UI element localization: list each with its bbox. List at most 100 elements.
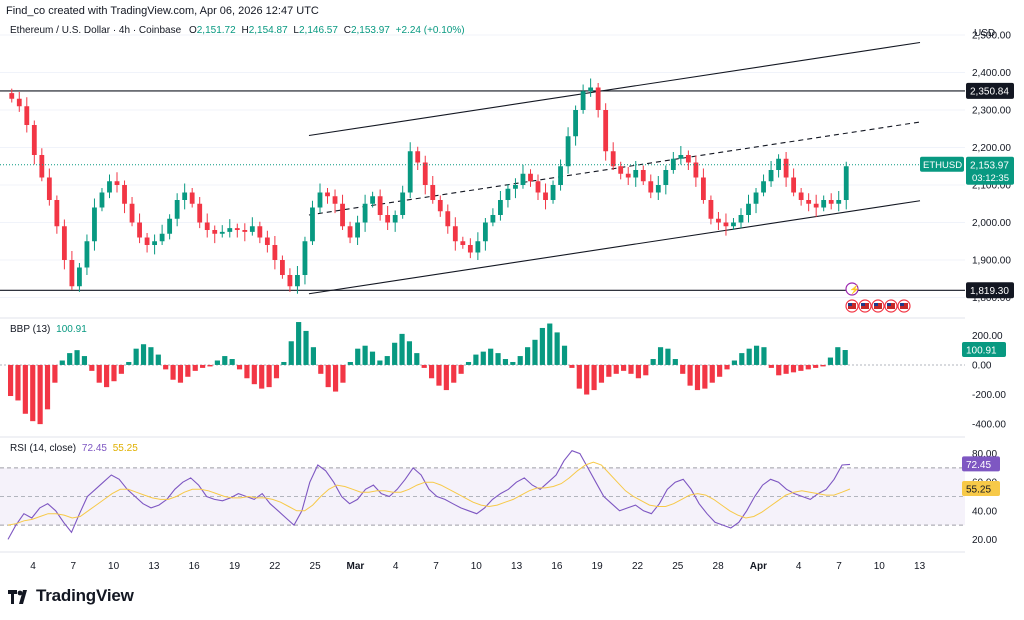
time-tick-label: 19 [592, 561, 604, 572]
open-value: 2,151.72 [196, 25, 236, 36]
bbp-bar [776, 364, 782, 376]
candle-body [24, 106, 30, 125]
candle-body [107, 181, 112, 193]
symbol-tag-label: ETHUSD [923, 160, 962, 171]
bbp-bar [347, 361, 353, 365]
candle-body [731, 222, 736, 227]
rsi-tick-label: 40.00 [972, 506, 997, 517]
candle-body [385, 215, 391, 223]
rsi-pane [0, 450, 965, 540]
candle-body [843, 166, 849, 200]
tradingview-logo[interactable]: TradingView [8, 586, 134, 606]
bbp-bar [790, 364, 797, 373]
us-flag-canton [848, 303, 852, 306]
candle-body [415, 151, 421, 163]
candle-body [167, 218, 173, 234]
rsi-last-tag [962, 456, 1000, 472]
candle-body [340, 203, 345, 227]
candle-body [565, 136, 571, 167]
candle-body [219, 231, 225, 234]
price-axis[interactable]: 2,500.00 2,400.00 2,300.00 2,200.00 2,100.00… [972, 31, 1011, 305]
time-tick-label: 28 [713, 561, 725, 572]
bbp-bar [266, 364, 272, 388]
bbp-bar [687, 364, 693, 386]
bbp-axis[interactable]: 200.00 0.00 -200.00 -400.00 100.91 [962, 331, 1006, 431]
bbp-value: 100.91 [56, 324, 87, 335]
candle-body [437, 200, 443, 212]
candle-body [558, 166, 563, 185]
candle-body [400, 192, 406, 215]
candle-body [746, 203, 751, 215]
bbp-bar [96, 364, 102, 383]
bbp-legend[interactable]: BBP (13) 100.91 [10, 324, 87, 335]
candle-body [761, 181, 766, 193]
bbp-bar [702, 364, 708, 389]
currency-label: USD [974, 28, 996, 39]
candle-body [159, 233, 165, 242]
candle-body [189, 192, 195, 204]
candle-body [828, 200, 834, 204]
economic-event-glyph: ⚡ [849, 284, 860, 296]
bbp-bar [621, 364, 627, 371]
symbol-title[interactable]: Ethereum / U.S. Dollar · 4h · Coinbase [10, 25, 182, 36]
time-tick-label: 13 [148, 561, 160, 572]
event-icons[interactable]: ⚡ [845, 282, 911, 313]
rsi-band [0, 467, 965, 526]
bbp-bar [761, 347, 767, 365]
bbp-bar [281, 361, 287, 365]
candle-body [264, 237, 270, 245]
bbp-bar [584, 364, 590, 395]
bbp-bar [842, 350, 848, 365]
rsi-legend[interactable]: RSI (14, close) 72.45 55.25 [10, 443, 138, 454]
channel-drawing[interactable] [308, 41, 921, 295]
candle-body [54, 200, 60, 227]
horizontal-level-label: 2,350.84 [970, 86, 1009, 97]
candle-body [31, 125, 37, 155]
candle-body [257, 226, 263, 238]
bbp-bar [332, 364, 339, 392]
bbp-bar [155, 354, 161, 365]
horizontal-levels[interactable]: 2,350.84 1,819.30 [0, 82, 1014, 299]
candle-body [610, 151, 616, 167]
countdown-label: 03:12:35 [972, 173, 1009, 184]
change-value: +2.24 (+0.10%) [395, 25, 465, 36]
bbp-bar [207, 364, 213, 367]
bbp-bar [465, 361, 472, 365]
time-axis[interactable]: 4 7 10 13 16 19 22 25 Mar 4 7 10 13 16 19 22 25 28 Apr 4 7 10… [30, 561, 925, 572]
candle-body [362, 203, 368, 223]
bbp-bar [236, 364, 243, 370]
bbp-bar [650, 359, 656, 365]
bbp-bar [429, 364, 435, 379]
bbp-tick-label: -400.00 [972, 420, 1006, 431]
candle-body [16, 98, 22, 107]
candle-body [685, 155, 691, 163]
channel-line [308, 200, 921, 295]
rsi-ma-label: 55.25 [966, 484, 991, 495]
candle-body [430, 185, 436, 200]
bbp-tick-label: -200.00 [972, 390, 1006, 401]
bbp-bar [753, 345, 760, 365]
bbp-bar [820, 364, 826, 367]
bbp-bar [22, 364, 28, 414]
candle-body [422, 162, 428, 185]
candle-body [513, 185, 518, 189]
candle-body [182, 192, 188, 200]
bbp-bar [111, 364, 117, 382]
bbp-bar [30, 364, 36, 422]
bbp-bar [451, 364, 457, 383]
bbp-bar [576, 364, 582, 389]
candle-body [46, 177, 52, 200]
time-tick-label: 19 [229, 561, 241, 572]
close-value: 2,153.97 [350, 25, 390, 36]
bbp-bar [89, 364, 95, 371]
candle-body [648, 181, 654, 193]
bbp-bar [8, 364, 14, 397]
rsi-value: 72.45 [81, 443, 107, 454]
time-tick-label: 13 [511, 561, 523, 572]
bbp-bar [628, 364, 634, 374]
bbp-bar [369, 351, 376, 365]
bbp-bar [185, 364, 191, 377]
bbp-bar [561, 345, 568, 365]
